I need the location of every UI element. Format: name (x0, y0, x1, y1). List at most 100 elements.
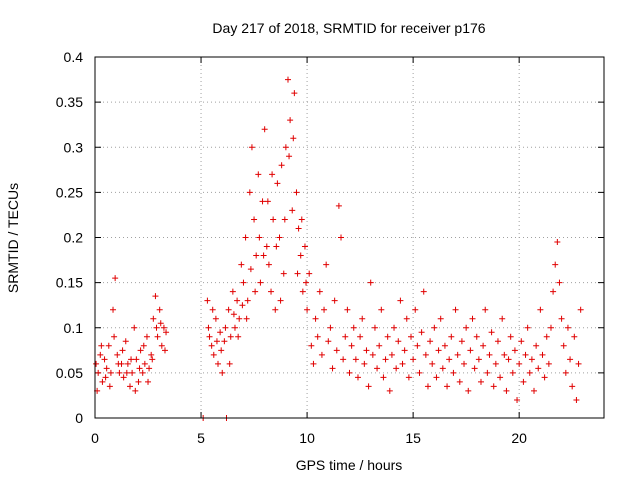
data-point (143, 333, 150, 340)
data-point (354, 374, 361, 381)
data-point (571, 333, 578, 340)
data-point (95, 369, 102, 376)
data-point (299, 288, 306, 295)
data-point (433, 374, 440, 381)
y-axis-label: SRMTID / TECUs (5, 183, 21, 293)
data-point (239, 302, 246, 309)
data-point (298, 216, 305, 223)
data-point (482, 306, 489, 313)
data-point (135, 378, 142, 385)
data-point (321, 306, 328, 313)
data-point (573, 396, 580, 403)
data-point (287, 117, 294, 124)
data-point (509, 369, 516, 376)
data-point (348, 342, 355, 349)
x-tick-label: 5 (197, 430, 205, 446)
data-point (217, 329, 224, 336)
data-point (98, 342, 105, 349)
data-point (255, 171, 262, 178)
data-point (136, 365, 143, 372)
data-point (463, 324, 470, 331)
chart-title: Day 217 of 2018, SRMTID for receiver p17… (212, 20, 485, 36)
data-point (577, 306, 584, 313)
data-point (101, 356, 108, 363)
data-point (480, 342, 487, 349)
data-point (252, 288, 259, 295)
data-point (247, 266, 254, 273)
data-point (122, 338, 129, 345)
data-point (209, 306, 216, 313)
data-point (145, 378, 152, 385)
data-point (325, 338, 332, 345)
data-point (218, 347, 225, 354)
data-point (123, 369, 130, 376)
data-point (163, 329, 170, 336)
data-point (384, 333, 391, 340)
data-point (129, 369, 136, 376)
data-point (210, 351, 217, 358)
data-point (541, 374, 548, 381)
data-point (550, 288, 557, 295)
data-point (505, 356, 512, 363)
data-point (137, 347, 144, 354)
data-point (497, 374, 504, 381)
data-point (535, 365, 542, 372)
data-point (450, 369, 457, 376)
data-point (148, 351, 155, 358)
data-point (291, 90, 298, 97)
data-point (253, 252, 260, 259)
data-point (422, 351, 429, 358)
data-point (456, 378, 463, 385)
data-point (259, 198, 266, 205)
data-point (488, 329, 495, 336)
data-point (251, 216, 258, 223)
data-point (539, 351, 546, 358)
data-point (273, 243, 280, 250)
data-point (490, 383, 497, 390)
x-tick-label: 0 (91, 430, 99, 446)
data-point (269, 171, 276, 178)
data-point (133, 356, 140, 363)
data-point (547, 324, 554, 331)
x-tick-label: 15 (405, 430, 421, 446)
data-point (397, 297, 404, 304)
data-point (361, 360, 368, 367)
data-point (484, 369, 491, 376)
data-point (263, 243, 270, 250)
data-point (278, 162, 285, 169)
data-point (160, 324, 167, 331)
data-point (229, 288, 236, 295)
data-point (161, 347, 168, 354)
data-point (276, 234, 283, 241)
data-point (157, 320, 164, 327)
data-point (295, 225, 302, 232)
data-point (150, 315, 157, 322)
data-point (312, 315, 319, 322)
data-point (284, 76, 291, 83)
data-point (219, 369, 226, 376)
data-point (350, 324, 357, 331)
data-point (401, 347, 408, 354)
data-point (452, 306, 459, 313)
data-point (158, 342, 165, 349)
data-point (107, 369, 114, 376)
data-point (131, 324, 138, 331)
data-point (327, 324, 334, 331)
data-point (257, 279, 264, 286)
data-point (526, 369, 533, 376)
data-point (110, 306, 117, 313)
data-point (323, 261, 330, 268)
data-point (146, 365, 153, 372)
y-tick-label: 0.1 (64, 320, 84, 336)
y-tick-label: 0.3 (64, 139, 84, 155)
data-point (461, 360, 468, 367)
data-point (569, 383, 576, 390)
data-point (152, 293, 159, 300)
data-point (511, 347, 518, 354)
data-point (420, 288, 427, 295)
data-point (204, 297, 211, 304)
data-point (441, 342, 448, 349)
data-point (141, 360, 148, 367)
data-point (102, 374, 109, 381)
